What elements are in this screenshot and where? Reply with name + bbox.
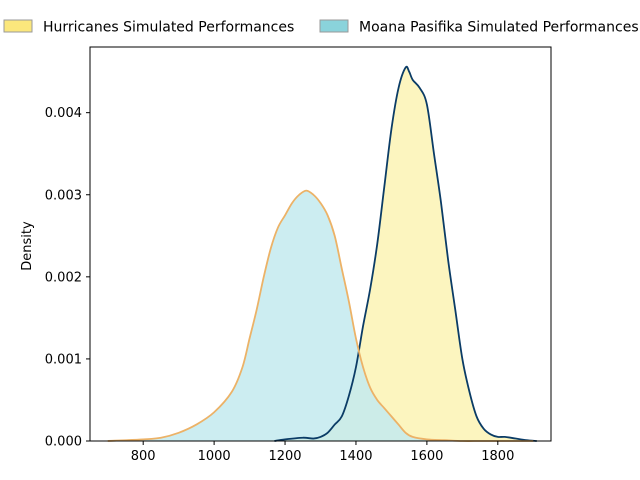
legend-label-1: Moana Pasifika Simulated Performances bbox=[359, 20, 639, 36]
legend-swatch-1 bbox=[319, 19, 349, 33]
x-tick-label-2: 1200 bbox=[268, 449, 301, 464]
x-tick-label-1: 1000 bbox=[198, 449, 231, 464]
y-tick-label-2: 0.002 bbox=[45, 270, 82, 285]
x-tick-label-4: 1600 bbox=[410, 449, 443, 464]
plot-area bbox=[107, 65, 537, 442]
legend: Hurricanes Simulated Performances Moana P… bbox=[3, 19, 639, 36]
y-tick-label-1: 0.001 bbox=[45, 352, 82, 367]
y-tick-label-3: 0.003 bbox=[45, 188, 82, 203]
series-area-0 bbox=[274, 66, 537, 441]
legend-label-0: Hurricanes Simulated Performances bbox=[43, 20, 294, 36]
series-area-1 bbox=[107, 190, 534, 442]
x-tick-label-5: 1800 bbox=[481, 449, 514, 464]
x-tick-label-3: 1400 bbox=[339, 449, 372, 464]
x-tick-label-0: 800 bbox=[131, 449, 156, 464]
axes-frame bbox=[89, 46, 552, 442]
y-tick-label-0: 0.000 bbox=[45, 435, 82, 450]
y-axis-label: Density bbox=[20, 221, 35, 271]
y-tick-label-4: 0.004 bbox=[45, 106, 82, 121]
legend-swatch-0 bbox=[3, 19, 33, 33]
axes: 800 1000 1200 1400 1600 1800 0.000 0.001 0.002 0.… bbox=[45, 46, 552, 464]
series-line-1 bbox=[107, 189, 534, 442]
series-line-0 bbox=[274, 65, 537, 442]
